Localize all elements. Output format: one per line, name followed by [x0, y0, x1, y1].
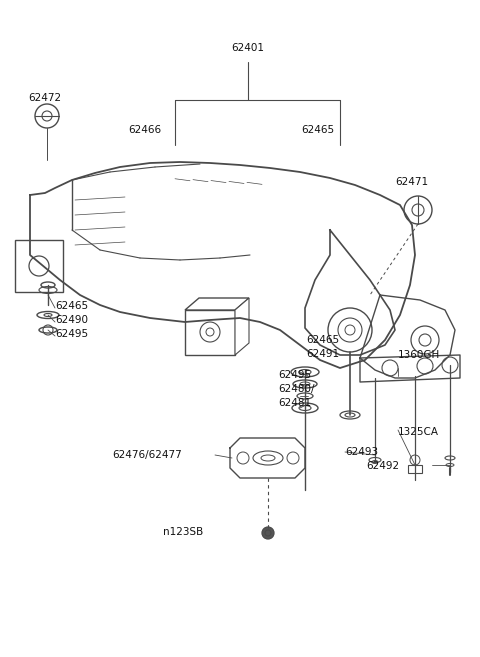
- Text: 62481: 62481: [278, 398, 311, 408]
- Text: 62465: 62465: [301, 125, 335, 135]
- Text: 62490: 62490: [55, 315, 88, 325]
- Polygon shape: [185, 310, 235, 355]
- Text: 62495: 62495: [278, 370, 311, 380]
- Text: 62495: 62495: [55, 329, 88, 339]
- Polygon shape: [185, 298, 249, 310]
- Text: 62493: 62493: [345, 447, 378, 457]
- Bar: [408, 465, 422, 473]
- Circle shape: [262, 527, 274, 539]
- Text: 62466: 62466: [129, 125, 162, 135]
- Text: 62465: 62465: [55, 301, 88, 311]
- Text: 62480/: 62480/: [278, 384, 314, 394]
- Text: n123SB: n123SB: [163, 527, 203, 537]
- Bar: [15, 240, 63, 292]
- Text: 62472: 62472: [28, 93, 61, 103]
- Text: 62491: 62491: [306, 349, 339, 359]
- Text: 62492: 62492: [366, 461, 399, 471]
- Text: 62401: 62401: [231, 43, 264, 53]
- Polygon shape: [235, 298, 249, 355]
- Circle shape: [265, 530, 271, 536]
- Text: 62471: 62471: [395, 177, 428, 187]
- Text: 62476/62477: 62476/62477: [112, 450, 182, 460]
- Text: 62465: 62465: [306, 335, 339, 345]
- Text: 1325CA: 1325CA: [398, 427, 439, 437]
- Text: 1360GH: 1360GH: [398, 350, 440, 360]
